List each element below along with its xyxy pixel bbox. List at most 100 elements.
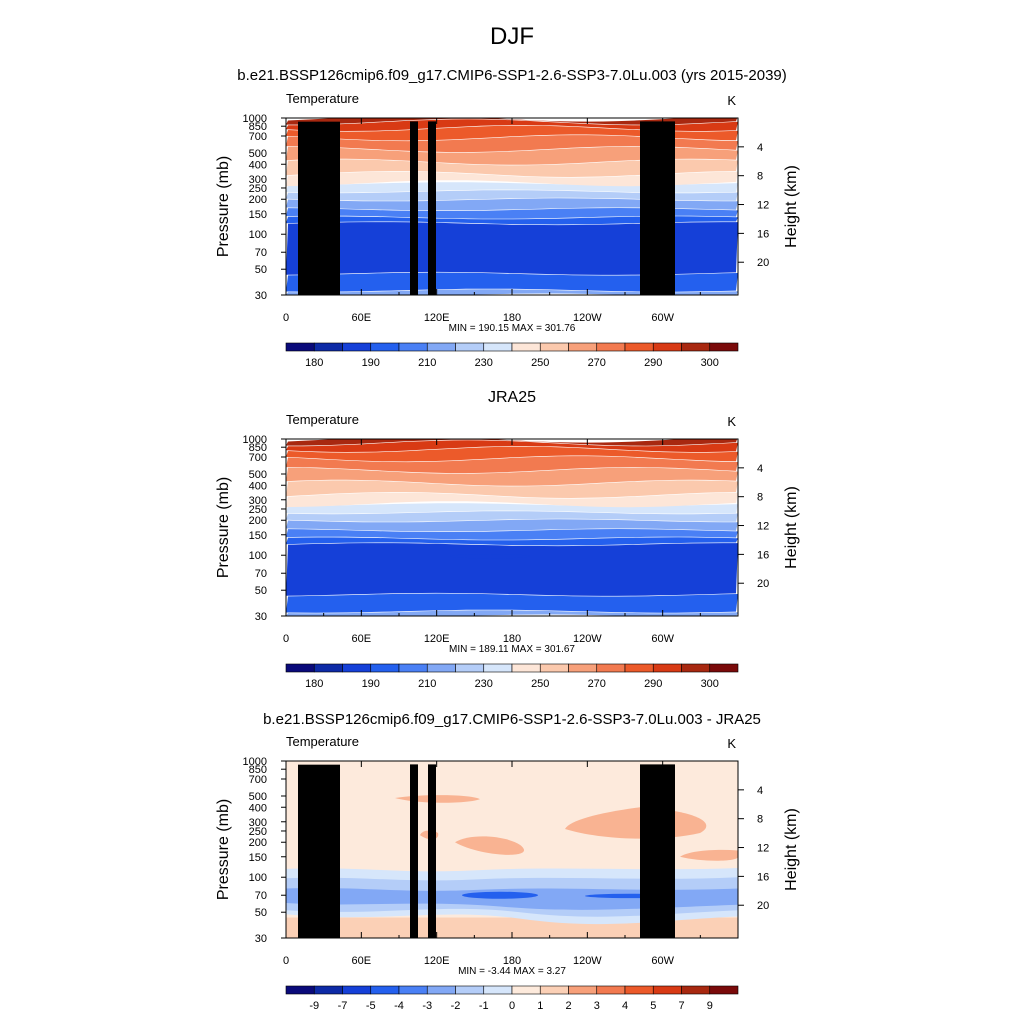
lon-tick-label: 180 bbox=[503, 633, 521, 645]
colorbar-label: 230 bbox=[475, 678, 493, 690]
pressure-tick-label: 150 bbox=[249, 852, 267, 864]
colorbar-label: 180 bbox=[305, 678, 323, 690]
terrain-block bbox=[298, 764, 340, 938]
colorbar-box bbox=[624, 663, 654, 673]
colorbar-box bbox=[342, 663, 372, 673]
pressure-tick-label: 1000 bbox=[243, 434, 267, 446]
min-max-stats: MIN = 189.11 MAX = 301.67 bbox=[449, 644, 575, 655]
colorbar-box bbox=[624, 342, 654, 352]
colorbar-box bbox=[539, 342, 569, 352]
colorbar-box bbox=[511, 985, 541, 995]
terrain-block bbox=[640, 121, 675, 295]
colorbar-box bbox=[539, 663, 569, 673]
lon-tick-label: 60W bbox=[651, 633, 674, 645]
colorbar-box bbox=[709, 663, 739, 673]
colorbar-label: 2 bbox=[565, 1000, 571, 1012]
colorbar-box bbox=[568, 985, 598, 995]
contour-field bbox=[286, 439, 738, 616]
pressure-tick-label: 30 bbox=[255, 611, 267, 623]
terrain-block bbox=[640, 764, 675, 938]
colorbar-label: -7 bbox=[338, 1000, 348, 1012]
pressure-tick-label: 150 bbox=[249, 530, 267, 542]
pressure-tick-label: 50 bbox=[255, 907, 267, 919]
height-tick-label: 4 bbox=[757, 142, 763, 154]
colorbar-box bbox=[342, 342, 372, 352]
height-tick-label: 12 bbox=[757, 521, 769, 533]
lon-tick-label: 180 bbox=[503, 955, 521, 967]
colorbar-box bbox=[511, 663, 541, 673]
colorbar-box bbox=[652, 663, 682, 673]
contour-band bbox=[286, 272, 738, 292]
contour-band bbox=[286, 511, 738, 522]
lon-tick-label: 60E bbox=[352, 955, 372, 967]
height-tick-label: 16 bbox=[757, 228, 769, 240]
colorbar-box bbox=[370, 663, 400, 673]
lon-tick-label: 60E bbox=[352, 312, 372, 324]
lon-tick-label: 120W bbox=[573, 633, 602, 645]
colorbar-box bbox=[313, 985, 343, 995]
colorbar-label: 210 bbox=[418, 357, 436, 369]
contour-band bbox=[286, 467, 738, 486]
colorbar-box bbox=[539, 985, 569, 995]
contour-field bbox=[286, 118, 738, 295]
lon-tick-label: 120W bbox=[573, 955, 602, 967]
lon-tick-label: 0 bbox=[283, 312, 289, 324]
contour-band bbox=[286, 440, 738, 452]
lon-tick-label: 60W bbox=[651, 955, 674, 967]
diff-warm-patch bbox=[455, 836, 525, 855]
contour-band bbox=[286, 492, 738, 508]
colorbar-box bbox=[681, 663, 711, 673]
panel-title: b.e21.BSSP126cmip6.f09_g17.CMIP6-SSP1-2.… bbox=[263, 711, 761, 728]
colorbar-label: 290 bbox=[644, 678, 662, 690]
panel-right-label: K bbox=[727, 414, 736, 429]
colorbar-label: 210 bbox=[418, 678, 436, 690]
height-tick-label: 20 bbox=[757, 257, 769, 269]
colorbar-box bbox=[511, 342, 541, 352]
colorbar-label: 180 bbox=[305, 357, 323, 369]
pressure-tick-label: 1000 bbox=[243, 756, 267, 768]
lon-tick-label: 60E bbox=[352, 633, 372, 645]
pressure-tick-label: 300 bbox=[249, 817, 267, 829]
pressure-tick-label: 250 bbox=[249, 504, 267, 516]
terrain-block bbox=[410, 121, 418, 295]
contour-band bbox=[286, 171, 738, 187]
colorbar-label: 1 bbox=[537, 1000, 543, 1012]
contour-band bbox=[286, 593, 738, 613]
contour-band bbox=[286, 198, 738, 211]
contour-band bbox=[286, 480, 738, 498]
pressure-tick-label: 250 bbox=[249, 826, 267, 838]
colorbar-label: -1 bbox=[479, 1000, 489, 1012]
colorbar-label: 290 bbox=[644, 357, 662, 369]
figure-title: DJF bbox=[490, 23, 534, 50]
contour-band bbox=[286, 208, 738, 219]
terrain-block bbox=[320, 124, 330, 295]
colorbar-box bbox=[426, 663, 456, 673]
contour-band bbox=[286, 439, 738, 446]
colorbar-label: 270 bbox=[588, 357, 606, 369]
pressure-tick-label: 700 bbox=[249, 452, 267, 464]
colorbar-box bbox=[285, 985, 315, 995]
pressure-tick-label: 300 bbox=[249, 174, 267, 186]
lon-tick-label: 120E bbox=[424, 633, 450, 645]
colorbar-label: 9 bbox=[707, 1000, 713, 1012]
height-tick-label: 8 bbox=[757, 814, 763, 826]
min-max-stats: MIN = -3.44 MAX = 3.27 bbox=[458, 966, 566, 977]
panel-right-label: K bbox=[727, 736, 736, 751]
contour-band bbox=[286, 125, 738, 141]
terrain-block bbox=[428, 764, 436, 938]
panel-left-label: Temperature bbox=[286, 412, 359, 427]
height-tick-label: 16 bbox=[757, 549, 769, 561]
colorbar-label: 7 bbox=[678, 1000, 684, 1012]
pressure-tick-label: 850 bbox=[249, 442, 267, 454]
colorbar-label: 230 bbox=[475, 357, 493, 369]
colorbar-box bbox=[426, 985, 456, 995]
colorbar-box bbox=[483, 985, 513, 995]
pressure-tick-label: 100 bbox=[249, 550, 267, 562]
lon-tick-label: 120E bbox=[424, 955, 450, 967]
colorbar-label: 250 bbox=[531, 678, 549, 690]
contour-min-patch bbox=[450, 554, 530, 559]
colorbar-label: 250 bbox=[531, 357, 549, 369]
pressure-tick-label: 200 bbox=[249, 194, 267, 206]
colorbar-box bbox=[398, 342, 428, 352]
